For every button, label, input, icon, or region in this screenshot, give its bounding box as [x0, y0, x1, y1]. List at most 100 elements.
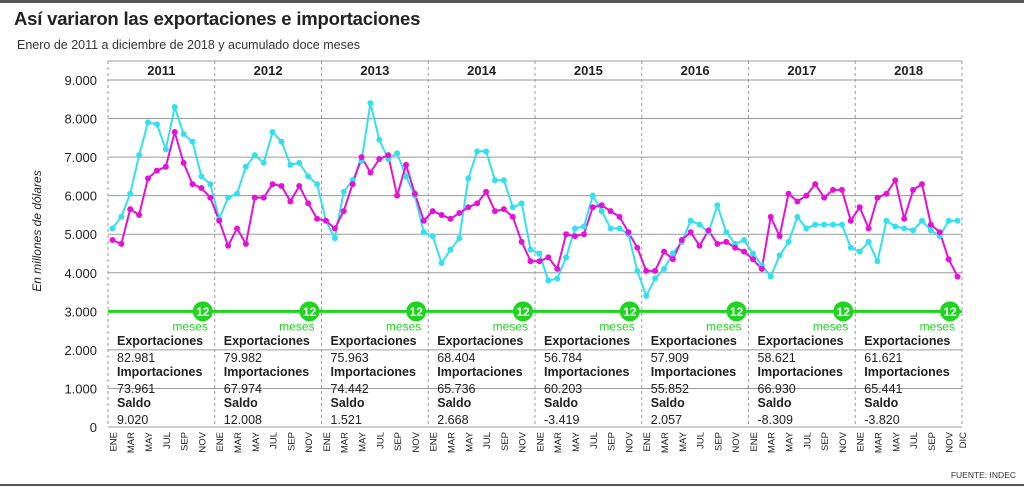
- x-tick-label: MAR: [340, 432, 351, 453]
- data-point-importaciones: [598, 202, 605, 209]
- stat-label: Exportaciones: [544, 334, 630, 348]
- data-point-importaciones: [118, 240, 125, 247]
- y-tick-label: 3.000: [64, 304, 97, 319]
- data-point-exportaciones: [118, 213, 125, 220]
- data-point-importaciones: [376, 156, 383, 163]
- x-tick-label: NOV: [624, 431, 635, 452]
- data-point-importaciones: [865, 225, 872, 232]
- data-point-exportaciones: [527, 246, 534, 253]
- data-point-importaciones: [705, 227, 712, 234]
- year-label: 2014: [467, 63, 497, 78]
- year-label: 2015: [574, 63, 603, 78]
- stat-label: Exportaciones: [758, 334, 844, 348]
- data-point-importaciones: [500, 206, 507, 213]
- x-tick-label: SEP: [607, 432, 618, 451]
- data-point-importaciones: [127, 206, 134, 213]
- bottom-rule: [0, 484, 1024, 486]
- year-label: 2011: [147, 63, 175, 78]
- x-tick-label: SEP: [713, 432, 724, 451]
- x-tick-label: NOV: [411, 431, 422, 452]
- annual-total-line: 12meses12meses12meses12meses12meses12mes…: [108, 301, 962, 333]
- stat-value: 57.909: [651, 351, 689, 365]
- x-tick-label: MAY: [678, 431, 689, 452]
- y-tick-label: 8.000: [64, 112, 97, 127]
- x-tick-label: NOV: [518, 431, 529, 452]
- badge-circle: [619, 301, 640, 322]
- data-point-importaciones: [394, 192, 401, 199]
- data-point-exportaciones: [660, 265, 667, 272]
- stat-label: Importaciones: [758, 365, 843, 379]
- y-axis-label: En millones de dólares: [30, 170, 44, 291]
- stat-label: Importaciones: [331, 365, 416, 379]
- data-point-importaciones: [465, 204, 472, 211]
- badge-label: meses: [599, 319, 634, 333]
- x-tick-label: JUL: [375, 432, 386, 449]
- badge-circle: [833, 301, 854, 322]
- stat-label: Importaciones: [224, 365, 309, 379]
- data-point-exportaciones: [483, 148, 490, 155]
- stat-label: Saldo: [864, 396, 898, 410]
- chart-title: Así variaron las exportaciones e importa…: [14, 8, 421, 29]
- x-axis: ENE MAR MAY JUL SEP NOV ENE MAR MAY JUL SEP NOV ENE M…: [108, 431, 969, 453]
- data-point-importaciones: [634, 244, 641, 251]
- data-point-exportaciones: [171, 103, 178, 110]
- stat-value: 73.961: [117, 382, 155, 396]
- stat-label: Exportaciones: [651, 334, 737, 348]
- x-tick-label: MAY: [251, 431, 262, 452]
- data-point-importaciones: [225, 242, 232, 249]
- data-point-importaciones: [580, 231, 587, 238]
- data-point-importaciones: [732, 244, 739, 251]
- x-tick-label: MAY: [464, 431, 475, 452]
- x-tick-label: SEP: [500, 432, 511, 451]
- data-point-exportaciones: [394, 150, 401, 157]
- stat-value: -3.820: [864, 413, 899, 427]
- data-point-importaciones: [420, 217, 427, 224]
- data-point-importaciones: [251, 194, 258, 201]
- year-label: 2013: [360, 63, 389, 78]
- data-point-exportaciones: [420, 229, 427, 236]
- data-point-importaciones: [278, 183, 285, 190]
- badge-number: 12: [943, 305, 957, 319]
- data-point-exportaciones: [723, 229, 730, 236]
- badge-label: meses: [493, 319, 528, 333]
- data-point-exportaciones: [954, 217, 961, 224]
- data-point-exportaciones: [127, 190, 134, 197]
- data-point-exportaciones: [714, 202, 721, 209]
- stat-value: 68.404: [437, 351, 475, 365]
- x-tick-label: ENE: [108, 432, 119, 452]
- stat-label: Importaciones: [544, 365, 629, 379]
- badge-number: 12: [410, 305, 424, 319]
- data-point-exportaciones: [554, 275, 561, 282]
- data-point-importaciones: [794, 198, 801, 205]
- x-tick-label: NOV: [731, 431, 742, 452]
- badge-number: 12: [516, 305, 530, 319]
- stat-value: 60.203: [544, 382, 582, 396]
- data-point-exportaciones: [945, 217, 952, 224]
- data-point-importaciones: [918, 181, 925, 188]
- data-point-importaciones: [616, 213, 623, 220]
- data-point-importaciones: [812, 181, 819, 188]
- x-tick-label: MAY: [571, 431, 582, 452]
- data-point-importaciones: [491, 208, 498, 215]
- data-point-exportaciones: [865, 238, 872, 245]
- data-point-importaciones: [367, 169, 374, 176]
- data-point-exportaciones: [669, 250, 676, 257]
- data-point-exportaciones: [634, 267, 641, 274]
- badge-label: meses: [279, 319, 314, 333]
- data-point-importaciones: [910, 186, 917, 193]
- x-tick-label: NOV: [197, 431, 208, 452]
- data-point-exportaciones: [927, 227, 934, 234]
- x-tick-label: ENE: [429, 432, 440, 452]
- stat-value: 2.668: [437, 413, 468, 427]
- badge-label: meses: [706, 319, 741, 333]
- data-point-importaciones: [180, 159, 187, 166]
- stat-value: 66.930: [758, 382, 796, 396]
- stat-value: 75.963: [331, 351, 369, 365]
- data-point-importaciones: [536, 258, 543, 265]
- data-point-importaciones: [856, 204, 863, 211]
- data-point-importaciones: [260, 194, 267, 201]
- data-point-exportaciones: [696, 221, 703, 228]
- data-point-exportaciones: [314, 181, 321, 188]
- stat-value: 61.621: [864, 351, 902, 365]
- badge-circle: [940, 301, 960, 322]
